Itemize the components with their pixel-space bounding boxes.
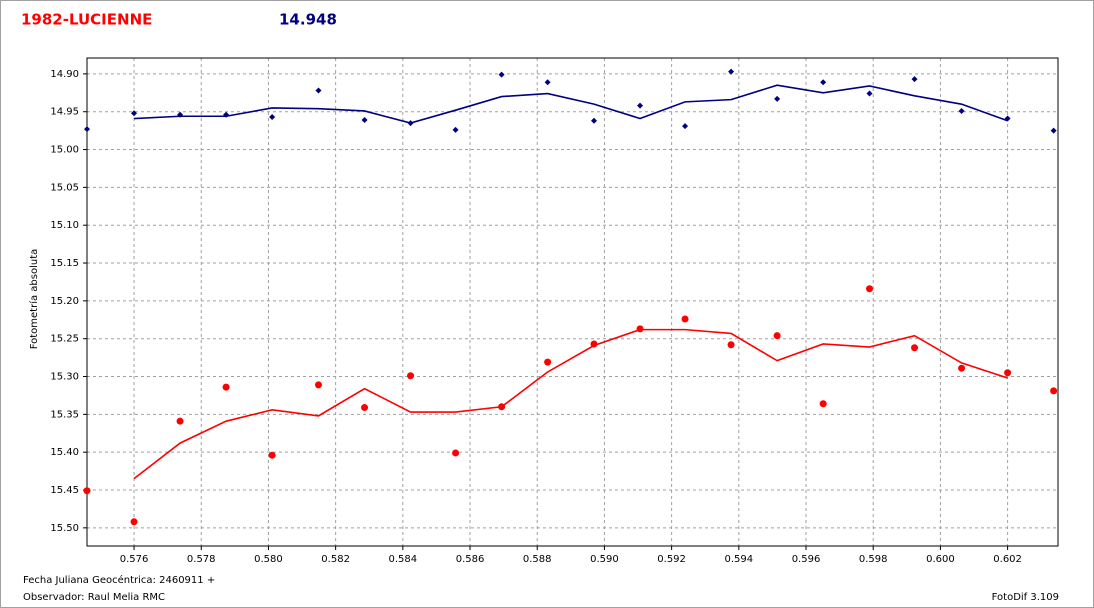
chart-subtitle: 14.948 [279,11,337,29]
data-point [83,487,91,495]
data-point [452,449,460,457]
y-tick-label: 15.45 [50,485,79,496]
y-tick-label: 15.40 [50,447,79,458]
y-tick-label: 15.30 [50,372,79,383]
data-point [315,87,322,94]
y-tick-label: 14.95 [50,107,79,118]
plot-border [86,57,1059,547]
data-point [911,76,918,83]
x-tick-label: 0.592 [657,554,686,565]
data-point [774,95,781,102]
x-tick-label: 0.594 [724,554,753,565]
data-point [958,364,966,372]
y-tick-label: 15.35 [50,409,79,420]
data-point [1050,127,1057,134]
y-tick-label: 15.25 [50,334,79,345]
observer: Observador: Raul Melia RMC [23,592,165,603]
x-tick-label: 0.578 [187,554,216,565]
data-point [591,117,598,124]
trend-line [133,328,1008,480]
data-point [130,518,138,526]
data-point [819,400,827,408]
y-tick-label: 15.05 [50,182,79,193]
x-tick-label: 0.586 [456,554,485,565]
data-point [222,383,230,391]
data-point [498,71,505,78]
data-point [773,332,781,340]
x-tick-label: 0.590 [590,554,619,565]
data-point [314,381,322,389]
data-point [268,451,276,459]
software-version: FotoDif 3.109 [992,592,1059,603]
data-point [176,417,184,425]
data-point [1050,387,1058,395]
data-point [681,315,689,323]
x-axis-label: Fecha Juliana Geocéntrica: 2460911 + [23,574,215,586]
data-point [269,114,276,121]
x-tick-label: 0.600 [926,554,955,565]
y-tick-label: 15.15 [50,258,79,269]
y-tick-label: 15.50 [50,523,79,534]
data-point [866,90,873,97]
data-point [544,358,552,366]
x-tick-label: 0.576 [120,554,149,565]
y-tick-label: 14.90 [50,69,79,80]
x-tick-label: 0.602 [993,554,1022,565]
data-point [958,107,965,114]
trend-line [133,84,1008,124]
data-point [452,126,459,133]
y-axis-label: Fotometría absoluta [28,249,40,350]
chart-title: 1982-LUCIENNE [21,11,152,29]
data-point [361,117,368,124]
data-point [911,344,919,352]
data-point [866,285,874,293]
x-tick-label: 0.582 [321,554,350,565]
y-tick-label: 15.10 [50,220,79,231]
x-tick-label: 0.596 [792,554,821,565]
data-point [728,68,735,75]
x-tick-label: 0.584 [389,554,418,565]
y-tick-label: 15.20 [50,296,79,307]
x-tick-label: 0.598 [859,554,888,565]
data-point [131,110,138,117]
x-tick-label: 0.588 [523,554,552,565]
data-point [637,102,644,109]
data-point [727,341,735,349]
data-point [682,123,689,130]
y-tick-label: 15.00 [50,145,79,156]
data-point [1004,369,1012,377]
x-tick-label: 0.580 [254,554,283,565]
data-point [84,126,90,133]
plot-area [87,58,1058,546]
data-point [544,79,551,86]
data-point [820,79,827,86]
data-point [407,372,415,380]
data-point [361,404,369,412]
